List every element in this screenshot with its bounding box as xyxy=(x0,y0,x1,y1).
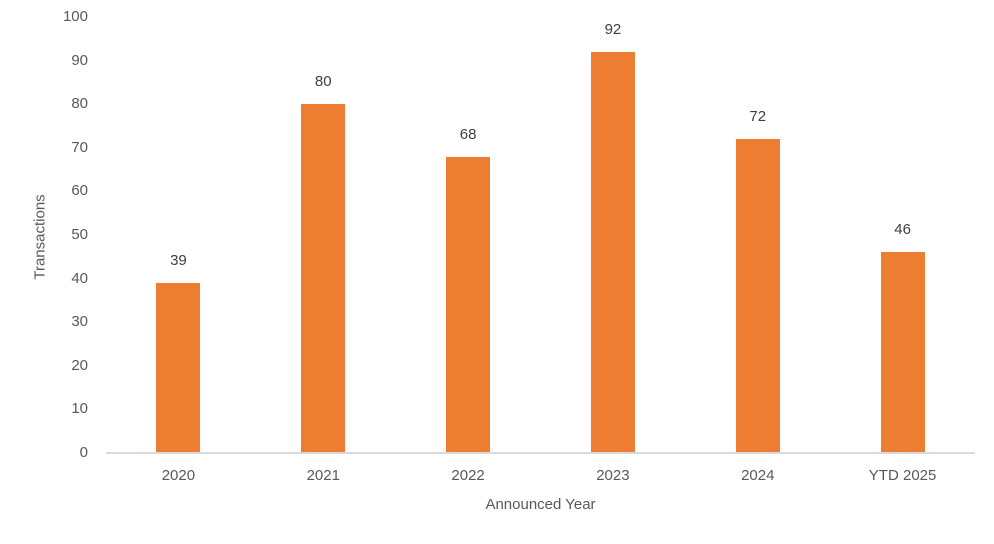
y-tick-label-30: 30 xyxy=(71,313,88,331)
y-tick-label-50: 50 xyxy=(71,226,88,243)
bar-2021 xyxy=(301,104,346,453)
bar-value-label-2022: 68 xyxy=(459,125,477,143)
bar-value-label-2021: 80 xyxy=(314,73,332,91)
x-axis-title: Announced Year xyxy=(485,496,596,513)
x-tick-label-2023: 2023 xyxy=(596,467,630,484)
y-tick-label-80: 80 xyxy=(71,95,88,113)
bar-2023 xyxy=(590,51,635,453)
bar-2022 xyxy=(446,156,491,453)
y-tick-label-60: 60 xyxy=(71,182,88,200)
x-tick-label-ytd-2025: YTD 2025 xyxy=(868,467,937,484)
y-tick-label-90: 90 xyxy=(71,51,88,69)
x-axis-line xyxy=(106,452,975,454)
y-tick-label-10: 10 xyxy=(71,400,88,418)
y-tick-label-20: 20 xyxy=(71,356,88,374)
x-tick-label-2024: 2024 xyxy=(741,467,775,484)
bar-2020 xyxy=(156,282,201,453)
bar-value-label-ytd-2025: 46 xyxy=(894,221,911,239)
bar-value-label-2020: 39 xyxy=(170,251,187,269)
x-tick-label-2022: 2022 xyxy=(451,467,485,484)
bar-2024 xyxy=(735,139,780,453)
y-tick-label-0: 0 xyxy=(79,444,88,461)
bar-value-label-2023: 92 xyxy=(604,20,622,38)
y-tick-label-40: 40 xyxy=(71,269,88,287)
bar-ytd-2025 xyxy=(880,252,925,453)
bar-value-label-2024: 72 xyxy=(749,108,767,126)
y-tick-label-70: 70 xyxy=(71,138,88,156)
x-tick-label-2020: 2020 xyxy=(161,467,196,484)
x-tick-label-2021: 2021 xyxy=(306,467,340,484)
y-tick-label-100: 100 xyxy=(62,8,88,25)
